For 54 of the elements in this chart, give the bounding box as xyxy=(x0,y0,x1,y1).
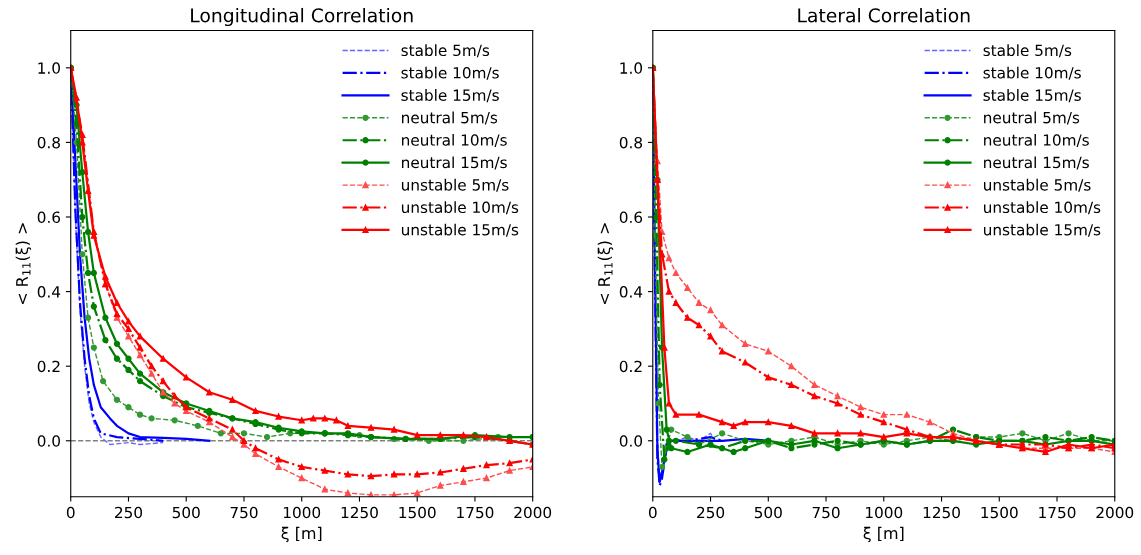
x-tick-label: 1000 xyxy=(283,506,321,519)
chart-title: Longitudinal Correlation xyxy=(191,7,413,27)
y-axis-title: < R$_{11}$(ξ) > xyxy=(15,223,32,305)
legend-label: neutral 15m/s xyxy=(984,156,1089,170)
chart-title: Lateral Correlation xyxy=(798,7,970,23)
x-tick-label: 750 xyxy=(812,506,840,519)
legend-label: stable 10m/s xyxy=(401,66,499,80)
y-tick-label: 0.6 xyxy=(37,211,61,224)
legend-label: neutral 5m/s xyxy=(402,111,498,125)
x-tick-label: 2000 xyxy=(1096,506,1134,519)
legend-label: neutral 10m/s xyxy=(402,133,507,147)
y-tick-label: 0.2 xyxy=(619,360,642,373)
x-tick-label: 1500 xyxy=(981,506,1018,519)
legend-label: unstable 15m/s xyxy=(401,223,519,237)
x-tick-label: 1250 xyxy=(341,506,378,519)
legend-label: stable 10m/s xyxy=(983,66,1081,80)
y-tick-label: 0.6 xyxy=(619,211,643,224)
legend-label: unstable 5m/s xyxy=(984,178,1091,192)
x-tick-label: 2000 xyxy=(514,506,552,519)
y-tick-label: 0.4 xyxy=(619,286,643,298)
legend-label: stable 5m/s xyxy=(401,44,490,58)
x-tick-label: 1500 xyxy=(399,506,436,519)
y-tick-label: 0.8 xyxy=(619,136,643,149)
x-tick-label: 250 xyxy=(115,506,143,519)
y-axis-title: < R$_{11}$(ξ) > xyxy=(597,223,614,305)
y-tick-label: 1.0 xyxy=(38,62,61,74)
y-tick-label: 0.4 xyxy=(37,286,61,298)
x-tick-label: 500 xyxy=(172,506,200,519)
y-tick-label: 0.2 xyxy=(37,360,60,373)
x-axis-title: ξ [m] xyxy=(863,526,904,543)
y-tick-label: 1.0 xyxy=(620,62,643,74)
y-tick-label: 0.0 xyxy=(37,435,61,447)
legend-label: stable 5m/s xyxy=(983,44,1072,58)
legend-label: unstable 15m/s xyxy=(984,223,1101,237)
x-tick-label: 500 xyxy=(754,506,782,519)
x-tick-label: 1750 xyxy=(457,506,494,519)
y-tick-label: 0.0 xyxy=(619,435,643,447)
legend-label: unstable 10m/s xyxy=(984,201,1101,215)
x-tick-label: 0 xyxy=(648,506,657,519)
legend-label: unstable 5m/s xyxy=(401,178,509,192)
x-tick-label: 1000 xyxy=(866,506,903,519)
legend-label: neutral 10m/s xyxy=(984,133,1089,147)
legend-label: stable 15m/s xyxy=(983,89,1081,103)
legend-label: neutral 15m/s xyxy=(402,156,507,170)
x-tick-label: 750 xyxy=(230,506,258,519)
x-tick-label: 1750 xyxy=(1039,506,1076,519)
legend-label: stable 15m/s xyxy=(401,89,499,103)
x-tick-label: 250 xyxy=(697,506,725,519)
legend-label: unstable 10m/s xyxy=(401,201,519,215)
x-tick-label: 0 xyxy=(66,506,75,519)
x-axis-title: ξ [m] xyxy=(281,526,322,543)
y-tick-label: 0.8 xyxy=(37,136,60,149)
legend-label: neutral 5m/s xyxy=(984,111,1080,125)
x-tick-label: 1250 xyxy=(923,506,960,519)
